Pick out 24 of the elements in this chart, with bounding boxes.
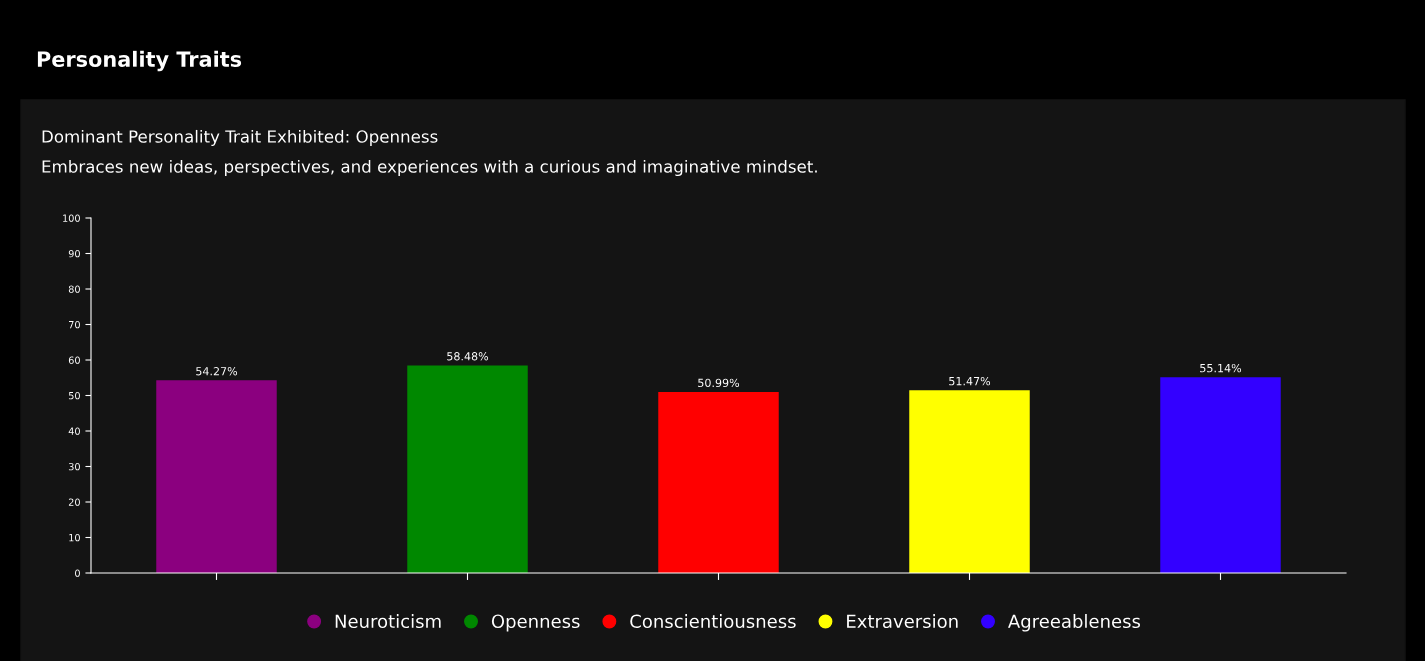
- y-tick-label: 40: [68, 427, 80, 435]
- data-label: 54.27%: [196, 367, 238, 376]
- y-tick-label: 100: [63, 214, 80, 222]
- y-tick-label: 20: [68, 498, 80, 506]
- y-tick-label: 70: [69, 320, 80, 329]
- y-tick-label: 0: [75, 569, 80, 577]
- data-label: 58.48%: [447, 352, 489, 361]
- legend-label: Extraversion: [847, 614, 958, 629]
- legend-label: Agreeableness: [1008, 614, 1141, 632]
- data-label: 50.99%: [698, 378, 740, 388]
- legend-label: Conscientiousness: [630, 614, 796, 629]
- y-tick-label: 10: [69, 533, 80, 542]
- legend-label: Neuroticism: [335, 614, 441, 629]
- y-tick-label: 60: [68, 356, 80, 364]
- data-label: 55.14%: [1200, 363, 1242, 373]
- chart-title: Personality Traits: [37, 50, 242, 72]
- y-tick-label: 90: [68, 249, 80, 258]
- legend-label: Openness: [491, 614, 580, 632]
- y-tick-label: 30: [68, 462, 80, 471]
- chart-subtitle: Dominant Personality Trait Exhibited: Openness: [42, 129, 438, 147]
- data-label: 51.47%: [949, 376, 991, 386]
- y-tick-label: 50: [68, 391, 80, 400]
- text: Embraces new ideas, perspectives, and experiences with a curious and imaginative mindset.: [42, 159, 817, 177]
- y-tick-label: 80: [68, 285, 80, 293]
